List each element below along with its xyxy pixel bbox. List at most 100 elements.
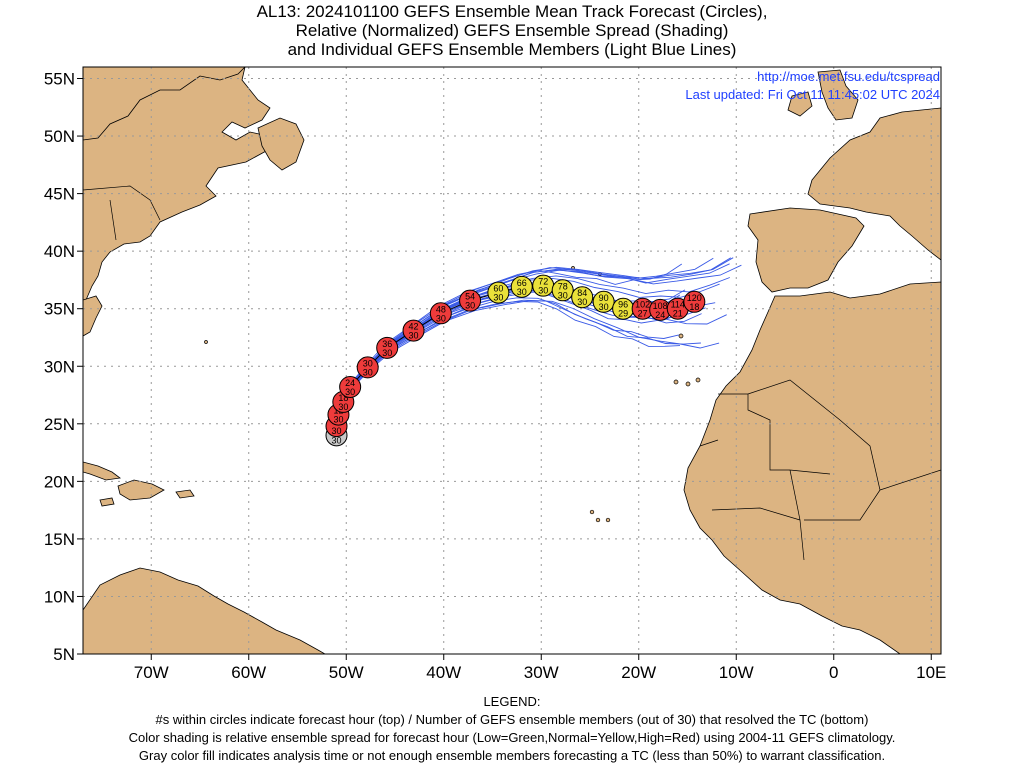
graticule bbox=[83, 67, 941, 654]
track-point-hour: 36 bbox=[382, 339, 392, 349]
track-point-hour: 24 bbox=[345, 378, 355, 388]
land-british-isles bbox=[817, 69, 859, 121]
track-point-members: 30 bbox=[345, 387, 355, 397]
land-north-america bbox=[83, 67, 271, 301]
track-point-circle bbox=[683, 290, 706, 313]
track-point-hour: 48 bbox=[436, 304, 446, 314]
track-point-members: 29 bbox=[618, 309, 628, 319]
track-point-members: 18 bbox=[689, 302, 699, 312]
land-puerto-rico bbox=[175, 489, 195, 499]
land-africa bbox=[683, 281, 941, 654]
track-point-members: 30 bbox=[577, 297, 587, 307]
track-point-circle bbox=[429, 302, 452, 325]
track-point-hour: 72 bbox=[538, 277, 548, 287]
track-point-members: 30 bbox=[558, 290, 568, 300]
track-point-hour: 78 bbox=[558, 281, 568, 291]
track-point-hour: 30 bbox=[363, 358, 373, 368]
land-ireland bbox=[787, 91, 813, 117]
track-point-circle bbox=[402, 319, 425, 342]
land-cape-verde-3 bbox=[605, 517, 611, 523]
credit-url[interactable]: http://moe.met.fsu.edu/tcspread bbox=[757, 69, 940, 84]
track-point-members: 30 bbox=[493, 293, 503, 303]
track-point-hour: 90 bbox=[599, 293, 609, 303]
lon-tick-label: 10E bbox=[916, 663, 946, 682]
track-point-members: 21 bbox=[673, 309, 683, 319]
track-point-circle bbox=[376, 336, 399, 359]
land-hispaniola bbox=[117, 479, 165, 501]
track-point-hour: 96 bbox=[618, 300, 628, 310]
track-point-circle bbox=[592, 290, 615, 313]
lon-tick-label: 10W bbox=[719, 663, 754, 682]
track-point-members: 24 bbox=[655, 310, 665, 320]
track-point-circle bbox=[510, 275, 533, 298]
lat-tick-label: 30N bbox=[44, 357, 75, 376]
lat-tick-label: 40N bbox=[44, 242, 75, 261]
title-line-2: Relative (Normalized) GEFS Ensemble Spre… bbox=[295, 21, 729, 40]
track-point-hour: 114 bbox=[671, 300, 685, 310]
land-cuba bbox=[83, 461, 122, 481]
track-point-members: 30 bbox=[333, 415, 343, 425]
track-point-circle bbox=[339, 375, 362, 398]
track-point-circle bbox=[459, 289, 482, 312]
lat-tick-label: 15N bbox=[44, 530, 75, 549]
map-frame bbox=[82, 66, 942, 655]
track-point-hour: 66 bbox=[517, 278, 527, 288]
track-point-members: 30 bbox=[382, 348, 392, 358]
lon-tick-label: 0 bbox=[829, 663, 838, 682]
land-canary-3 bbox=[695, 377, 701, 383]
track-point-hour: 60 bbox=[493, 284, 503, 294]
land-canada-north bbox=[83, 67, 246, 141]
lon-tick-label: 50W bbox=[329, 663, 364, 682]
track-circles: 0306301230183024303030363042304830543060… bbox=[325, 274, 706, 447]
lat-tick-label: 55N bbox=[44, 70, 75, 89]
axis-ticks: 55N 50N 45N 40N 35N 30N 25N 20N 15N 10N 5N 70W 60W 50… bbox=[44, 70, 947, 682]
land-south-america bbox=[83, 567, 326, 654]
track-point-hour: 102 bbox=[635, 300, 650, 310]
track-point-circle bbox=[571, 286, 594, 309]
track-point-members: 30 bbox=[538, 286, 548, 296]
lat-tick-label: 50N bbox=[44, 127, 75, 146]
track-point-members: 30 bbox=[517, 287, 527, 297]
land-florida bbox=[83, 295, 103, 337]
track-point-circle bbox=[356, 356, 379, 379]
track-point-hour: 84 bbox=[577, 288, 587, 298]
land-layer bbox=[83, 67, 941, 654]
track-point-hour: 54 bbox=[465, 292, 475, 302]
title-line-3: and Individual GEFS Ensemble Members (Li… bbox=[287, 40, 737, 59]
track-point-members: 30 bbox=[331, 426, 341, 436]
lon-tick-label: 60W bbox=[231, 663, 266, 682]
lat-tick-label: 5N bbox=[53, 645, 75, 664]
land-europe bbox=[807, 107, 941, 261]
land-newfoundland bbox=[257, 117, 305, 171]
lat-tick-label: 35N bbox=[44, 300, 75, 319]
lat-tick-label: 45N bbox=[44, 185, 75, 204]
legend-line-1: #s within circles indicate forecast hour… bbox=[155, 712, 869, 727]
land-madeira bbox=[678, 333, 684, 339]
land-cape-verde-2 bbox=[595, 517, 601, 523]
track-point-hour: 42 bbox=[409, 322, 419, 332]
track-point-members: 30 bbox=[599, 302, 609, 312]
borders-africa bbox=[699, 379, 941, 561]
lon-tick-label: 20W bbox=[621, 663, 656, 682]
borders-north-america bbox=[83, 185, 161, 241]
lat-tick-label: 10N bbox=[44, 587, 75, 606]
legend-heading: LEGEND: bbox=[483, 694, 541, 709]
lon-tick-label: 30W bbox=[524, 663, 559, 682]
lon-tick-label: 40W bbox=[426, 663, 461, 682]
